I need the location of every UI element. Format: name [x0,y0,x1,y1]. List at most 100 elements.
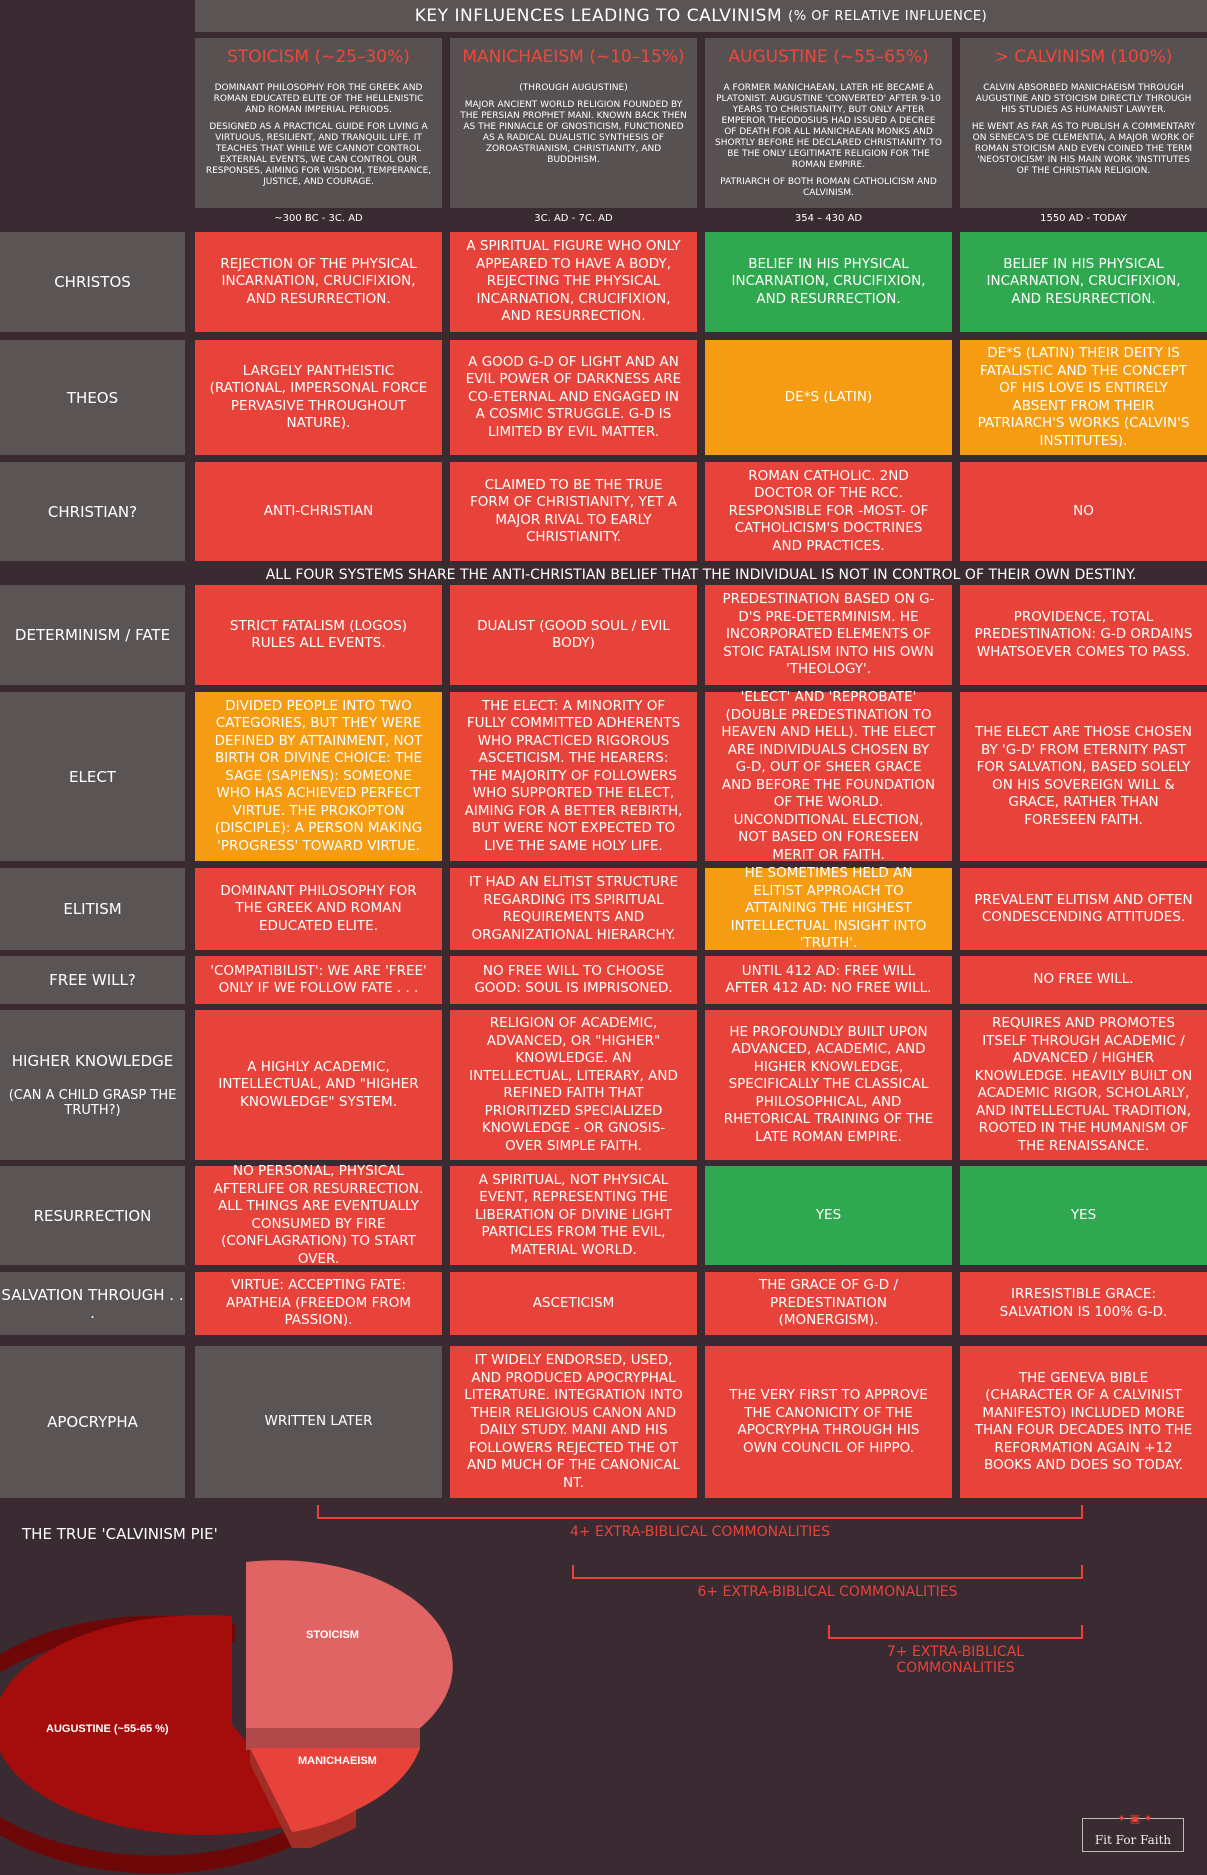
column-header-1: MANICHAEISM (~10–15%) [450,38,697,75]
row-label: RESURRECTION [33,1206,152,1225]
table-cell: HE PROFOUNDLY BUILT UPON ADVANCED, ACADE… [705,1010,952,1160]
pie-slice-manichaeism [250,1748,420,1832]
pie-slice-stoicism-side [246,1728,420,1750]
table-cell: RELIGION OF ACADEMIC, ADVANCED, OR "HIGH… [450,1010,697,1160]
column-date-0: ~300 BC - 3C. AD [274,213,363,224]
table-cell: HE SOMETIMES HELD AN ELITIST APPROACH TO… [705,865,952,951]
table-cell: YES [705,1166,952,1265]
column-description-paragraph: HE WENT AS FAR AS TO PUBLISH A COMMENTAR… [971,122,1196,176]
row-label: DETERMINISM / FATE [14,626,171,644]
row-header-0: CHRISTOS [0,232,185,332]
row-header-7: HIGHER KNOWLEDGE (CAN A CHILD GRASP THE T… [0,1010,185,1160]
page-title-banner: KEY INFLUENCES LEADING TO CALVINISM (% O… [195,0,1207,32]
row-label: SALVATION THROUGH . . . [1,1285,184,1322]
table-cell: REJECTION OF THE PHYSICAL INCARNATION, C… [195,232,442,332]
bracket-6 [572,1565,1083,1579]
table-cell: DE*S (LATIN) [705,340,952,455]
table-cell: A SPIRITUAL, NOT PHYSICAL EVENT, REPRESE… [450,1166,697,1265]
table-cell: DOMINANT PHILOSOPHY FOR THE GREEK AND RO… [195,868,442,950]
pie-label-stoicism: STOICISM [306,1629,359,1641]
column-description-1: (THROUGH AUGUSTINE) MAJOR ANCIENT WORLD R… [450,75,697,208]
table-cell: IT HAD AN ELITIST STRUCTURE REGARDING IT… [450,868,697,950]
row-label: FREE WILL? [49,971,136,989]
column-header-3: > CALVINISM (100%) [960,38,1207,75]
table-cell: A GOOD G-D OF LIGHT AND AN EVIL POWER OF… [450,340,697,455]
table-cell: NO PERSONAL, PHYSICAL AFTERLIFE OR RESUR… [195,1163,442,1267]
calvinism-pie-chart: AUGUSTINE (~55-65 %) STOICISM MANICHAEIS… [0,1560,453,1874]
row-label: APOCRYPHA [47,1413,138,1431]
shared-note: ALL FOUR SYSTEMS SHARE THE ANTI-CHRISTIA… [265,567,1137,583]
row-header-6: FREE WILL? [0,956,185,1004]
table-cell: ANTI-CHRISTIAN [195,462,442,561]
table-cell: THE GRACE OF G-D / PREDESTINATION (MONER… [705,1272,952,1335]
row-sublabel: (CAN A CHILD GRASP THE TRUTH?) [8,1088,177,1118]
table-cell: DIVIDED PEOPLE INTO TWO CATEGORIES, BUT … [195,692,442,861]
column-description-paragraph: PATRIARCH OF BOTH ROMAN CATHOLICISM AND … [720,177,937,198]
row-label: THEOS [66,388,119,407]
table-cell: THE GENEVA BIBLE (CHARACTER OF A CALVINI… [960,1346,1207,1498]
bracket-label-4: 4+ EXTRA-BIBLICAL COMMONALITIES [569,1524,831,1540]
gift-icon: ✦ ▣ ✦ [1117,1812,1153,1825]
table-cell: THE ELECT ARE THOSE CHOSEN BY 'G-D' FROM… [960,692,1207,861]
table-cell: THE VERY FIRST TO APPROVE THE CANONICITY… [705,1346,952,1498]
table-cell: CLAIMED TO BE THE TRUE FORM OF CHRISTIAN… [450,462,697,561]
table-cell: PREVALENT ELITISM AND OFTEN CONDESCENDIN… [960,868,1207,950]
page-title: KEY INFLUENCES LEADING TO CALVINISM [414,6,783,26]
column-description-3: CALVIN ABSORBED MANICHAEISM THROUGH AUGU… [960,75,1207,208]
table-cell: REQUIRES AND PROMOTES ITSELF THROUGH ACA… [960,1010,1207,1160]
row-label: ELECT [69,767,116,786]
table-cell: PROVIDENCE, TOTAL PREDESTINATION: G-D OR… [960,585,1207,685]
table-cell: IT WIDELY ENDORSED, USED, AND PRODUCED A… [450,1346,697,1498]
table-cell: ROMAN CATHOLIC. 2ND DOCTOR OF THE RCC. R… [705,462,952,561]
table-cell: NO [960,462,1207,561]
row-header-10: APOCRYPHA [0,1346,185,1498]
column-header-2: AUGUSTINE (~55–65%) [705,38,952,75]
column-date-1: 3C. AD - 7C. AD [534,213,613,224]
pie-title: THE TRUE 'CALVINISM PIE' [22,1525,218,1543]
table-cell: YES [960,1166,1207,1265]
column-description-paragraph: MAJOR ANCIENT WORLD RELIGION FOUNDED BY … [460,100,687,165]
pie-slice-stoicism [246,1560,453,1728]
column-description-paragraph: DESIGNED AS A PRACTICAL GUIDE FOR LIVING… [205,122,432,187]
pie-slice-augustine [0,1615,316,1836]
column-date-3: 1550 AD - TODAY [1040,213,1127,224]
row-label: ELITISM [63,900,122,918]
table-cell: IRRESISTIBLE GRACE: SALVATION IS 100% G-… [960,1272,1207,1335]
pie-slice-augustine-side [0,1615,318,1874]
table-cell: BELIEF IN HIS PHYSICAL INCARNATION, CRUC… [960,232,1207,332]
bracket-7 [828,1625,1083,1639]
row-header-5: ELITISM [0,868,185,950]
table-cell: NO FREE WILL. [960,956,1207,1004]
table-cell: BELIEF IN HIS PHYSICAL INCARNATION, CRUC… [705,232,952,332]
table-cell: UNTIL 412 AD: FREE WILL AFTER 412 AD: NO… [705,956,952,1004]
column-header-0: STOICISM (~25–30%) [195,38,442,75]
table-cell: A SPIRITUAL FIGURE WHO ONLY APPEARED TO … [450,232,697,332]
fit-for-faith-logo: ✦ ▣ ✦ Fit For Faith [1082,1812,1184,1852]
column-date-2: 354 – 430 AD [794,213,863,224]
column-description-paragraph: CALVIN ABSORBED MANICHAEISM THROUGH AUGU… [975,83,1192,115]
table-cell: ASCETICISM [450,1272,697,1335]
table-cell: 'ELECT' AND 'REPROBATE' (DOUBLE PREDESTI… [705,689,952,863]
bracket-label-6: 6+ EXTRA-BIBLICAL COMMONALITIES [697,1584,958,1600]
pie-label-manichaeism: MANICHAEISM [298,1755,377,1767]
bracket-4 [317,1505,1083,1519]
table-cell: 'COMPATIBILIST': WE ARE 'FREE' ONLY IF W… [195,956,442,1004]
table-cell: DE*S (LATIN) THEIR DEITY IS FATALISTIC A… [960,340,1207,455]
table-cell: STRICT FATALISM (LOGOS) RULES ALL EVENTS… [195,585,442,685]
table-cell: NO FREE WILL TO CHOOSE GOOD: SOUL IS IMP… [450,956,697,1004]
table-cell: DUALIST (GOOD SOUL / EVIL BODY) [450,585,697,685]
table-cell: PREDESTINATION BASED ON G-D'S PRE-DETERM… [705,585,952,685]
column-description-paragraph: DOMINANT PHILOSOPHY FOR THE GREEK AND RO… [213,83,424,115]
table-cell: WRITTEN LATER [195,1346,442,1498]
page-subtitle: (% OF RELATIVE INFLUENCE) [788,8,988,24]
column-description-paragraph: A FORMER MANICHAEAN, LATER HE BECAME A P… [715,83,942,170]
row-header-1: THEOS [0,340,185,455]
logo-text: Fit For Faith [1094,1833,1172,1847]
row-label: HIGHER KNOWLEDGE [11,1052,174,1070]
table-cell: VIRTUE: ACCEPTING FATE: APATHEIA (FREEDO… [195,1272,442,1335]
pie-label-augustine: AUGUSTINE (~55-65 %) [46,1723,169,1735]
row-label: CHRISTIAN? [47,502,138,521]
row-header-4: ELECT [0,692,185,861]
row-label: CHRISTOS [54,273,131,291]
column-description-paragraph: (THROUGH AUGUSTINE) [519,83,628,93]
